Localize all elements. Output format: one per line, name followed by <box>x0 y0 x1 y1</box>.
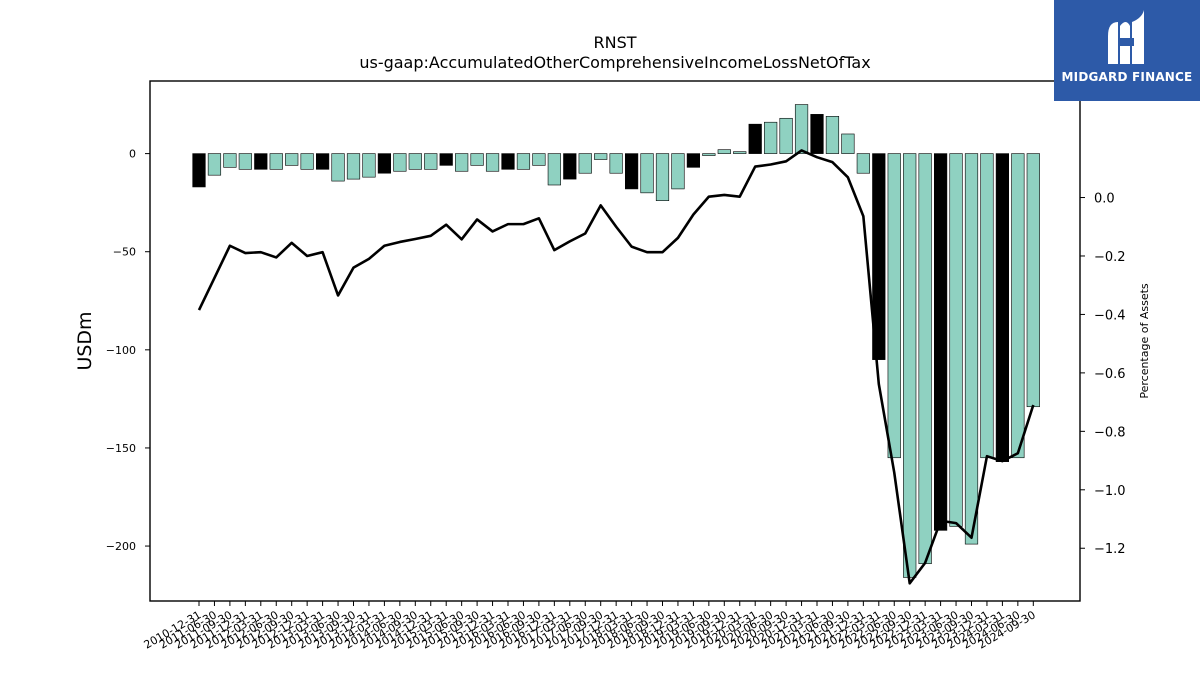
y-tick-label: −100 <box>106 344 136 357</box>
bar <box>516 153 531 170</box>
bar <box>223 153 237 168</box>
y2-tick-label: −0.2 <box>1094 250 1126 265</box>
chart-title: RNST <box>593 33 636 52</box>
bar <box>269 153 283 170</box>
bar <box>501 153 515 170</box>
bar <box>918 153 932 565</box>
bar <box>377 153 392 174</box>
y-tick-label: −50 <box>113 246 136 259</box>
bar <box>964 153 979 545</box>
bar <box>794 104 809 154</box>
bar <box>609 153 623 174</box>
bar <box>346 153 361 180</box>
y-tick-label: −200 <box>106 540 136 553</box>
bar <box>315 153 330 170</box>
bar <box>1026 153 1040 408</box>
bar <box>455 153 469 172</box>
bar <box>933 153 948 531</box>
y2-tick-label: −0.8 <box>1094 425 1126 440</box>
y-tick-label: 0 <box>129 148 136 161</box>
bar <box>254 153 268 170</box>
bar <box>903 153 917 578</box>
y2-tick-label: −1.0 <box>1094 484 1126 499</box>
bar <box>470 153 484 166</box>
bar <box>702 153 716 156</box>
bar <box>532 153 546 166</box>
bar <box>238 153 252 170</box>
bar <box>1011 153 1025 459</box>
bar <box>748 123 762 154</box>
bar <box>485 153 500 172</box>
brand-logo: MIDGARD FINANCE <box>1054 0 1200 101</box>
y2-tick-label: 0.0 <box>1094 192 1115 207</box>
bar <box>424 153 438 170</box>
midgard-logo-icon <box>1108 10 1144 64</box>
bar <box>671 153 685 190</box>
brand-name: MIDGARD FINANCE <box>1061 70 1193 84</box>
bar <box>331 153 345 182</box>
bar <box>810 114 824 154</box>
bar-series <box>192 104 1040 578</box>
bar <box>980 153 994 459</box>
y-tick-label: −150 <box>106 442 136 455</box>
plot-frame <box>149 80 1081 602</box>
bar <box>594 153 608 160</box>
bar <box>856 153 870 174</box>
y2-tick-label: −0.6 <box>1094 367 1126 382</box>
bar <box>995 153 1009 462</box>
bar <box>825 116 840 154</box>
bar <box>841 133 855 154</box>
percentage-line <box>197 149 1035 585</box>
bar <box>563 153 577 180</box>
y2-tick-label: −0.4 <box>1094 308 1126 323</box>
bar <box>686 153 700 168</box>
bar <box>717 149 731 154</box>
chart-subtitle: us-gaap:AccumulatedOtherComprehensiveInc… <box>359 53 870 72</box>
bar <box>578 153 592 174</box>
y2-tick-label: −1.2 <box>1094 542 1126 557</box>
y2-axis-label: Percentage of Assets <box>1138 283 1151 399</box>
bar <box>393 153 407 172</box>
bar <box>640 153 654 194</box>
bar <box>764 121 778 154</box>
bar <box>624 153 639 190</box>
bar <box>300 153 314 170</box>
bar <box>192 153 206 188</box>
bar <box>779 117 793 154</box>
bar <box>733 151 747 154</box>
bar <box>408 153 422 170</box>
bar <box>655 153 670 201</box>
bar <box>547 153 561 186</box>
bar <box>872 153 886 360</box>
y-axis-label: USDm <box>74 311 96 370</box>
line-series <box>197 149 1035 585</box>
bar <box>887 153 901 459</box>
bar <box>207 153 222 176</box>
bar <box>285 153 299 166</box>
bar <box>362 153 376 178</box>
bar <box>949 153 963 527</box>
bar <box>439 153 453 166</box>
